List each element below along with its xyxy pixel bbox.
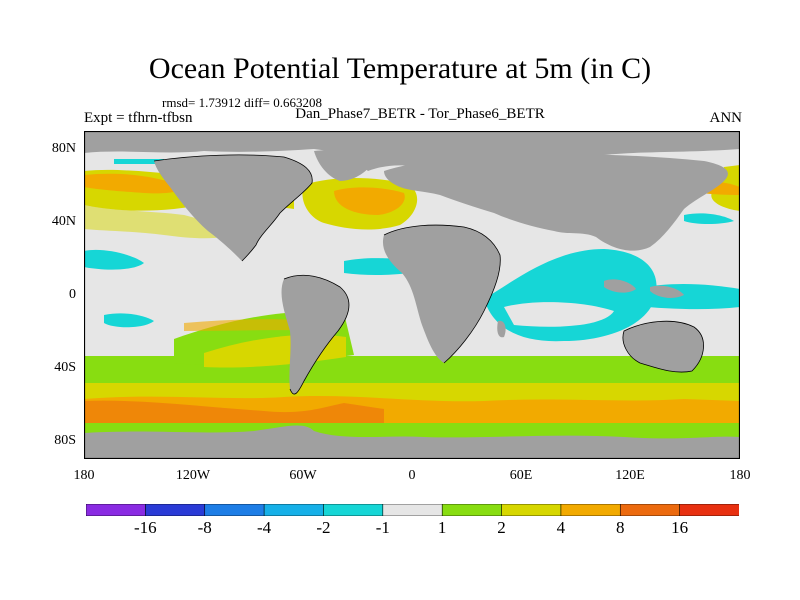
colorbar-swatch (145, 504, 206, 516)
x-tick-120w: 120W (175, 468, 211, 483)
chart-title: Ocean Potential Temperature at 5m (in C) (148, 52, 652, 85)
greenland-land (314, 150, 374, 181)
colorbar-swatch (679, 504, 739, 516)
case-comparison-label: Dan_Phase7_BETR - Tor_Phase6_BETR (295, 106, 545, 122)
y-tick-40s: 40S (54, 360, 76, 375)
x-tick-60w: 60W (289, 468, 317, 483)
colorbar-swatch (382, 504, 443, 516)
colorbar-label: 2 (497, 518, 506, 537)
colorbar-label: 1 (437, 518, 447, 537)
north-america-land (154, 154, 313, 261)
colorbar-swatch (323, 504, 384, 516)
colorbar-swatch (501, 504, 562, 516)
colorbar-label: -1 (375, 518, 390, 537)
colorbar-swatch (86, 504, 146, 516)
y-tick-80n: 80N (51, 141, 76, 156)
colorbar-label: -4 (256, 518, 272, 537)
x-tick-180w: 180 (73, 468, 95, 483)
season-label: ANN (709, 110, 743, 126)
kuroshio-cyan (684, 213, 734, 224)
north-pacific-orange (84, 173, 183, 194)
x-tick-0: 0 (408, 468, 416, 483)
colorbar-swatch (441, 504, 503, 516)
antarctica-land (84, 425, 740, 459)
colorbar-swatch (263, 504, 325, 516)
colorbar-label: -8 (197, 518, 212, 537)
colorbar-label: -16 (134, 518, 157, 537)
africa-land (382, 225, 501, 363)
colorbar-label: 4 (556, 518, 566, 537)
south-america-land (281, 275, 349, 395)
indian-ocean-neutral (504, 302, 614, 327)
north-pacific-yellow-tail (84, 205, 244, 239)
colorbar-label: -2 (316, 518, 331, 537)
west-pacific-cyan (84, 249, 144, 270)
stats-label: rmsd= 1.73912 diff= 0.663208 (162, 95, 322, 110)
colorbar-label: 16 (671, 518, 689, 537)
y-tick-40n: 40N (51, 214, 76, 229)
eurasia-land (384, 154, 728, 251)
south-pacific-cyan (104, 313, 154, 328)
colorbar-swatch (619, 504, 681, 516)
map-plot (84, 131, 740, 459)
y-tick-0: 0 (69, 287, 76, 302)
y-tick-80s: 80S (54, 433, 76, 448)
colorbar-label: 8 (616, 518, 625, 537)
experiment-label: Expt = tfhrn-tfbsn (84, 110, 193, 126)
x-tick-60e: 60E (509, 468, 533, 483)
new-guinea-land (650, 285, 684, 298)
colorbar-swatch (560, 504, 621, 516)
arctic-cyan-streak (114, 159, 164, 164)
arctic-land (84, 131, 740, 175)
borneo-land (604, 279, 636, 293)
map-border (84, 131, 740, 459)
colorbar-swatch (204, 504, 265, 516)
x-tick-180e: 180 (729, 468, 751, 483)
x-tick-120e: 120E (615, 468, 645, 483)
southern-dark-orange-patch (84, 400, 384, 423)
madagascar-land (497, 320, 506, 338)
australia-land (622, 321, 704, 373)
north-atlantic-orange (334, 187, 405, 215)
colorbar (86, 504, 739, 516)
